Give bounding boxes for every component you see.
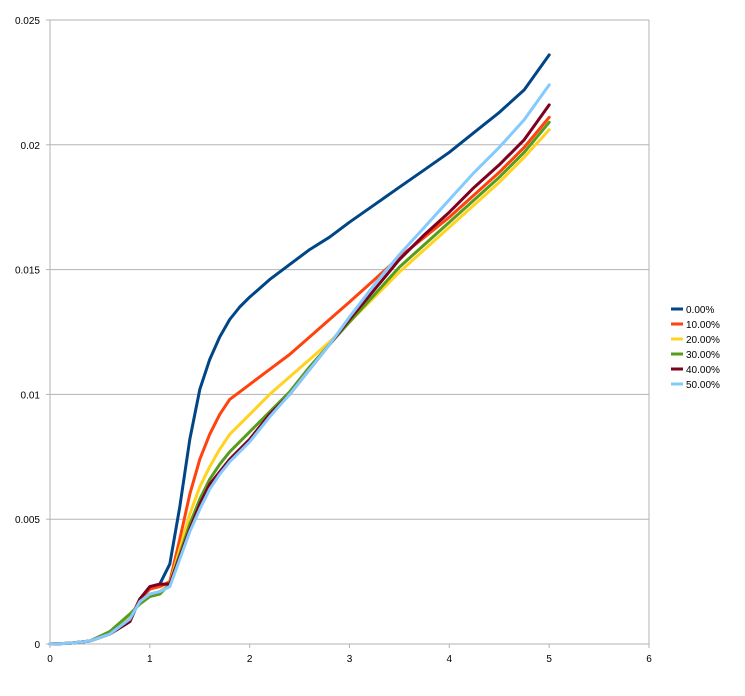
- legend-label-2: 20.00%: [686, 335, 720, 346]
- axes: [46, 19, 650, 648]
- legend-label-0: 0.00%: [686, 305, 714, 316]
- series-line-5: [48, 83, 551, 646]
- y-tick-label-5: 0.025: [15, 16, 40, 27]
- legend-label-5: 50.00%: [686, 380, 720, 391]
- x-tick-label-1: 1: [147, 654, 153, 665]
- x-tick-label-6: 6: [646, 654, 652, 665]
- x-tick-label-3: 3: [347, 654, 353, 665]
- x-tick-label-0: 0: [47, 654, 53, 665]
- y-tick-label-4: 0.02: [21, 141, 41, 152]
- series-lines: [48, 53, 551, 646]
- y-tick-label-3: 0.015: [15, 266, 40, 277]
- x-tick-label-5: 5: [546, 654, 552, 665]
- x-tick-label-4: 4: [447, 654, 453, 665]
- legend: 0.00% 10.00% 20.00% 30.00% 40.00% 50.00%: [671, 305, 720, 391]
- x-tick-labels: 0 1 2 3 4 5 6: [47, 654, 652, 665]
- grid-lines: [50, 19, 649, 520]
- series-line-4: [48, 103, 551, 646]
- x-tick-label-2: 2: [247, 654, 253, 665]
- y-tick-label-0: 0: [34, 640, 40, 651]
- legend-label-4: 40.00%: [686, 365, 720, 376]
- y-tick-label-2: 0.01: [21, 390, 41, 401]
- legend-label-3: 30.00%: [686, 350, 720, 361]
- legend-label-1: 10.00%: [686, 320, 720, 331]
- series-line-2: [48, 128, 551, 646]
- series-line-0: [48, 53, 551, 646]
- y-tick-label-1: 0.005: [15, 515, 40, 526]
- y-tick-labels: 0 0.005 0.01 0.015 0.02 0.025: [15, 16, 40, 651]
